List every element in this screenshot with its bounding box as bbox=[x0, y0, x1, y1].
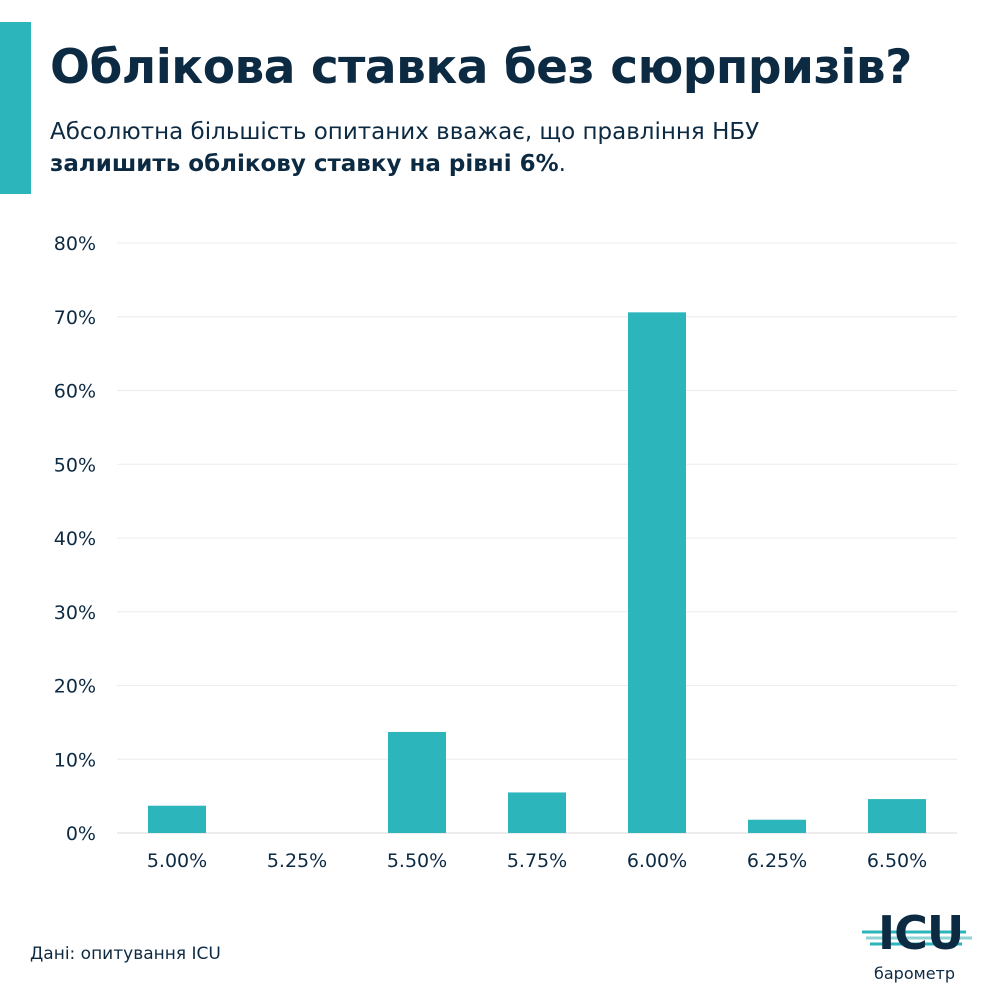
bar-5-00 bbox=[148, 805, 206, 833]
y-tick-label: 30% bbox=[54, 602, 96, 624]
subtitle-end: . bbox=[558, 151, 566, 177]
logo-lines-icon bbox=[862, 930, 972, 946]
x-tick-label: 5.00% bbox=[147, 850, 207, 872]
bar-5-50 bbox=[388, 731, 446, 833]
x-tick-label: 5.50% bbox=[387, 850, 447, 872]
y-tick-label: 70% bbox=[54, 307, 96, 329]
chart-gridlines bbox=[117, 242, 957, 834]
x-tick-label: 5.75% bbox=[507, 850, 567, 872]
y-tick-label: 50% bbox=[54, 454, 96, 476]
y-tick-label: 40% bbox=[54, 528, 96, 550]
logo-caption: барометр bbox=[874, 964, 956, 983]
subtitle-line-1: Абсолютна більшість опитаних вважає, що … bbox=[50, 119, 760, 145]
y-tick-label: 0% bbox=[66, 823, 96, 845]
accent-bar bbox=[0, 22, 31, 194]
page-title: Облікова ставка без сюрпризів? bbox=[50, 40, 912, 95]
x-tick-label: 6.00% bbox=[627, 850, 687, 872]
subtitle-highlight: залишить облікову ставку на рівні 6% bbox=[50, 151, 559, 177]
y-tick-label: 80% bbox=[54, 233, 96, 255]
bar-6-00 bbox=[628, 312, 686, 833]
y-tick-label: 10% bbox=[54, 749, 96, 771]
x-tick-label: 5.25% bbox=[267, 850, 327, 872]
icu-barometer-logo: ICU барометр bbox=[862, 906, 974, 988]
y-axis-ticks: 0% 10% 20% 30% 40% 50% 60% 70% 80% bbox=[54, 233, 96, 845]
y-tick-label: 60% bbox=[54, 381, 96, 403]
source-note: Дані: опитування ICU bbox=[30, 944, 221, 964]
x-tick-label: 6.50% bbox=[867, 850, 927, 872]
bar-6-25 bbox=[748, 819, 806, 833]
y-tick-label: 20% bbox=[54, 676, 96, 698]
chart-bars bbox=[148, 312, 926, 833]
page-subtitle: Абсолютна більшість опитаних вважає, що … bbox=[50, 116, 759, 180]
bar-6-50 bbox=[868, 799, 926, 833]
x-tick-label: 6.25% bbox=[747, 850, 807, 872]
logo-word: ICU bbox=[878, 906, 964, 960]
bar-5-75 bbox=[508, 792, 566, 833]
x-axis-ticks: 5.00% 5.25% 5.50% 5.75% 6.00% 6.25% 6.50% bbox=[147, 850, 927, 872]
